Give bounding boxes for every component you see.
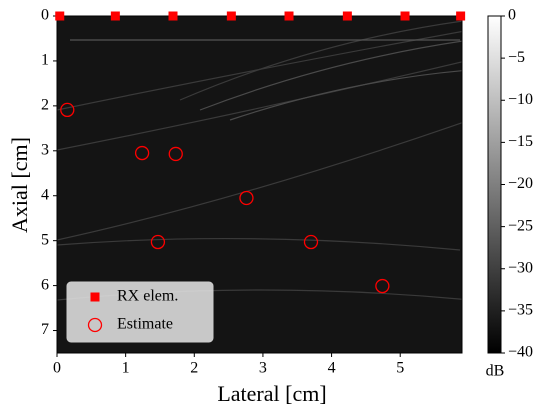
legend-label: RX elem. bbox=[117, 288, 178, 305]
y-tick-label: 3 bbox=[41, 141, 49, 158]
y-axis-label: Axial [cm] bbox=[7, 137, 32, 233]
scatter-point bbox=[303, 234, 319, 250]
colorbar-tick-label: −15 bbox=[508, 133, 533, 150]
colorbar-tick-label: −20 bbox=[508, 175, 533, 192]
y-tick-label: 5 bbox=[41, 231, 49, 248]
x-tick-label: 4 bbox=[328, 360, 336, 377]
y-tick-label: 4 bbox=[41, 186, 49, 203]
scatter-point bbox=[456, 11, 466, 21]
colorbar-tick-label: 0 bbox=[508, 7, 516, 24]
legend-label: Estimate bbox=[117, 316, 173, 333]
scatter-point bbox=[168, 146, 183, 162]
scatter-point bbox=[342, 11, 352, 21]
colorbar-tick-label: −30 bbox=[508, 259, 533, 276]
colorbar-tick-label: −5 bbox=[508, 49, 525, 66]
scatter-point bbox=[375, 278, 390, 294]
colorbar-tick-label: −40 bbox=[508, 344, 533, 361]
x-tick-label: 0 bbox=[53, 360, 61, 377]
x-tick-label: 5 bbox=[396, 360, 404, 377]
scatter-point bbox=[55, 11, 65, 21]
y-tick-label: 6 bbox=[41, 276, 49, 293]
plot-frame bbox=[56, 15, 463, 354]
x-tick-label: 1 bbox=[122, 360, 130, 377]
y-tick-label: 0 bbox=[41, 7, 49, 24]
colorbar-tick-label: −25 bbox=[508, 217, 533, 234]
legend-box bbox=[66, 281, 214, 343]
colorbar-tick-label: −35 bbox=[508, 302, 533, 319]
scatter-point bbox=[134, 145, 150, 161]
colorbar-label: dB bbox=[486, 363, 505, 380]
x-tick-label: 2 bbox=[190, 360, 198, 377]
x-axis-label: Lateral [cm] bbox=[217, 381, 326, 406]
legend-marker bbox=[87, 317, 103, 333]
scatter-point bbox=[239, 190, 254, 206]
scatter-point bbox=[150, 234, 166, 250]
y-tick-label: 7 bbox=[41, 321, 49, 338]
scatter-point bbox=[284, 11, 294, 21]
scatter-point bbox=[226, 11, 236, 21]
scatter-point bbox=[60, 102, 75, 118]
y-tick-label: 2 bbox=[41, 97, 49, 114]
y-tick-label: 1 bbox=[41, 52, 49, 69]
scatter-point bbox=[400, 11, 410, 21]
colorbar bbox=[487, 15, 502, 354]
colorbar-tick-label: −10 bbox=[508, 91, 533, 108]
legend-marker bbox=[90, 292, 100, 302]
scatter-point bbox=[110, 11, 120, 21]
x-tick-label: 3 bbox=[259, 360, 267, 377]
scatter-point bbox=[168, 11, 178, 21]
